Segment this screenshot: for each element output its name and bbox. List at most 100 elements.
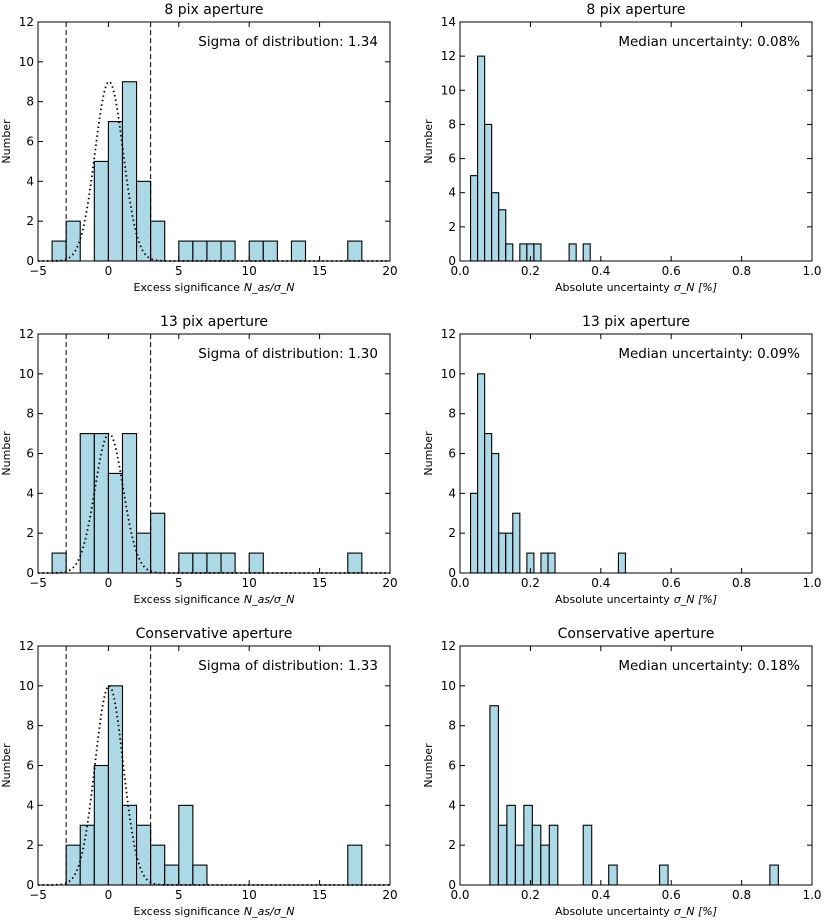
histogram-bar xyxy=(192,240,208,262)
x-tick-label: 15 xyxy=(312,264,327,278)
histogram-bar xyxy=(489,705,499,886)
histogram-bar xyxy=(136,180,152,262)
histogram-bar xyxy=(470,175,479,262)
x-tick-label: 0.2 xyxy=(521,576,540,590)
x-tick-label: 0.6 xyxy=(662,264,681,278)
histogram-bar xyxy=(121,804,138,886)
histogram-bar xyxy=(178,552,194,574)
y-tick-label: 2 xyxy=(448,838,456,852)
annotation-text: Sigma of distribution: 1.30 xyxy=(198,346,378,362)
y-tick-label: 12 xyxy=(441,49,456,63)
y-tick-label: 4 xyxy=(26,486,34,500)
histogram-bar xyxy=(79,824,95,886)
histogram-bar xyxy=(262,240,278,262)
x-axis-label-text: Excess significance xyxy=(134,905,241,918)
y-tick-label: 8 xyxy=(26,95,34,109)
chart-unc13: 0.0 0.2 0.4 0.6 0.8 1.0 0 2 4 6 8 10 12 13 pix apertu… xyxy=(422,314,822,606)
x-tick-label: 10 xyxy=(242,888,257,902)
histogram-bar xyxy=(477,55,486,262)
plot-frame xyxy=(459,21,813,262)
x-axis-label-math: N_as/σ_N xyxy=(244,905,295,918)
y-tick-label: 0 xyxy=(26,878,34,892)
y-tick-label: 8 xyxy=(448,719,456,733)
x-axis-label: Absolute uncertainty σ_N [%] xyxy=(555,593,717,606)
histogram-bar xyxy=(192,552,208,574)
y-tick-label: 2 xyxy=(26,214,34,228)
chart-unccons: 0.0 0.2 0.4 0.6 0.8 1.0 0 2 4 6 8 10 12 Conservative … xyxy=(422,626,822,918)
x-tick-label: 0.2 xyxy=(521,888,540,902)
histogram-bar xyxy=(248,552,264,574)
histogram-bar xyxy=(523,804,533,886)
y-tick-label: 4 xyxy=(448,798,456,812)
y-tick-label: 2 xyxy=(26,526,34,540)
histogram-bar xyxy=(51,552,67,574)
histogram-bar xyxy=(178,804,194,886)
x-tick-label: 0.6 xyxy=(662,576,681,590)
histogram-bar xyxy=(484,123,493,262)
histogram-bar xyxy=(121,81,138,262)
x-tick-label: 5 xyxy=(175,888,183,902)
y-tick-label: 0 xyxy=(26,566,34,580)
histogram-bar xyxy=(548,824,559,886)
histogram-bar xyxy=(347,240,363,262)
x-axis-label: Absolute uncertainty σ_N [%] xyxy=(555,905,717,918)
annotation-text: Median uncertainty: 0.09% xyxy=(618,346,800,362)
y-tick-label: 12 xyxy=(19,327,34,341)
y-tick-label: 6 xyxy=(448,759,456,773)
gaussian-fit-curve xyxy=(38,80,390,262)
y-tick-label: 8 xyxy=(26,407,34,421)
histogram-bar xyxy=(107,121,124,262)
y-tick-label: 10 xyxy=(19,679,34,693)
histogram-bar xyxy=(206,240,222,262)
histogram-bar xyxy=(498,209,507,262)
histogram-bar xyxy=(477,373,486,574)
x-tick-label: 0.0 xyxy=(450,888,469,902)
x-axis-label-math: σ_N [%] xyxy=(674,281,717,294)
x-axis-label-text: Excess significance xyxy=(134,281,241,294)
histogram-bar xyxy=(531,824,542,886)
y-tick-label: 2 xyxy=(448,526,456,540)
histogram-bar xyxy=(347,552,363,574)
chart-title: 8 pix aperture xyxy=(586,2,685,18)
x-tick-label: 0 xyxy=(105,576,113,590)
x-tick-label: 1.0 xyxy=(802,888,821,902)
y-tick-label: 12 xyxy=(441,327,456,341)
x-tick-label: 0.4 xyxy=(591,576,610,590)
chart-unc8: 0.0 0.2 0.4 0.6 0.8 1.0 0 2 4 6 8 10 12 14 8 pix apert… xyxy=(422,2,822,294)
plot-frame xyxy=(37,21,391,262)
x-axis-label-math: σ_N [%] xyxy=(674,593,717,606)
histogram-bar xyxy=(512,512,521,574)
histogram-bar xyxy=(192,864,208,886)
y-tick-label: 10 xyxy=(441,83,456,97)
histogram-bar xyxy=(150,220,166,262)
histogram-bar xyxy=(769,864,779,886)
x-tick-label: 15 xyxy=(312,576,327,590)
x-tick-label: 20 xyxy=(382,888,397,902)
y-tick-label: 4 xyxy=(26,174,34,188)
x-axis-label-text: Absolute uncertainty xyxy=(555,281,670,294)
annotation-text: Sigma of distribution: 1.34 xyxy=(198,34,378,50)
y-tick-label: 0 xyxy=(26,254,34,268)
x-axis-label-math: N_as/σ_N xyxy=(244,593,295,606)
y-tick-label: 0 xyxy=(448,566,456,580)
y-tick-label: 0 xyxy=(448,878,456,892)
x-tick-label: 20 xyxy=(382,264,397,278)
histogram-bar xyxy=(506,804,516,886)
y-tick-label: 14 xyxy=(441,15,456,29)
y-tick-label: 2 xyxy=(448,220,456,234)
histogram-bar xyxy=(547,552,556,574)
chart-title: Conservative aperture xyxy=(558,626,715,642)
histogram-bar xyxy=(248,240,264,262)
histogram-bar xyxy=(484,433,493,574)
x-tick-label: 15 xyxy=(312,888,327,902)
y-tick-label: 10 xyxy=(441,367,456,381)
y-axis-label: Number xyxy=(0,431,13,476)
x-tick-label: 0.4 xyxy=(591,888,610,902)
x-tick-label: 0.8 xyxy=(732,264,751,278)
x-axis-label-math: N_as/σ_N xyxy=(244,281,295,294)
x-tick-label: −5 xyxy=(29,576,47,590)
histogram-bar xyxy=(164,864,180,886)
x-tick-label: 0 xyxy=(105,264,113,278)
